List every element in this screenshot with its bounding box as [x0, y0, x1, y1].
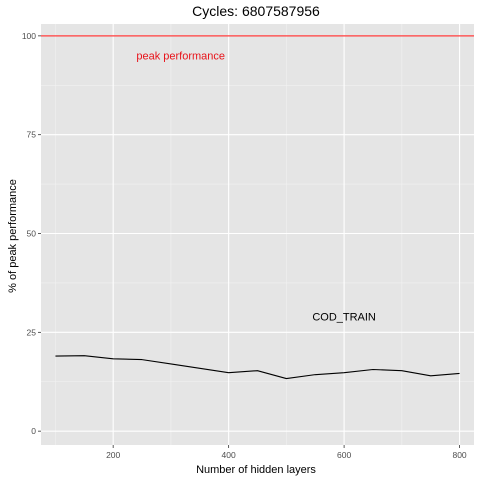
- y-axis: 0 25 50 75 100: [22, 31, 41, 436]
- x-tick-label: 200: [106, 450, 120, 460]
- chart-title: Cycles: 6807587956: [192, 3, 320, 19]
- x-axis: 200 400 600 800: [106, 445, 467, 460]
- y-tick-label: 100: [22, 31, 36, 41]
- y-tick-label: 75: [27, 130, 37, 140]
- major-gridlines: [41, 24, 474, 445]
- x-tick-label: 800: [452, 450, 466, 460]
- y-tick-label: 0: [31, 426, 36, 436]
- x-tick-label: 600: [337, 450, 351, 460]
- y-tick-label: 25: [27, 327, 37, 337]
- peak-performance-label: peak performance: [136, 51, 225, 63]
- series-label: COD_TRAIN: [312, 311, 376, 323]
- x-tick-label: 400: [222, 450, 236, 460]
- annotation-layer: peak performance COD_TRAIN: [136, 51, 376, 324]
- x-axis-title: Number of hidden layers: [196, 464, 316, 476]
- y-tick-label: 50: [27, 229, 37, 239]
- series-line: [55, 355, 460, 380]
- series-layer: [55, 355, 460, 380]
- y-axis-title: % of peak performance: [7, 179, 19, 293]
